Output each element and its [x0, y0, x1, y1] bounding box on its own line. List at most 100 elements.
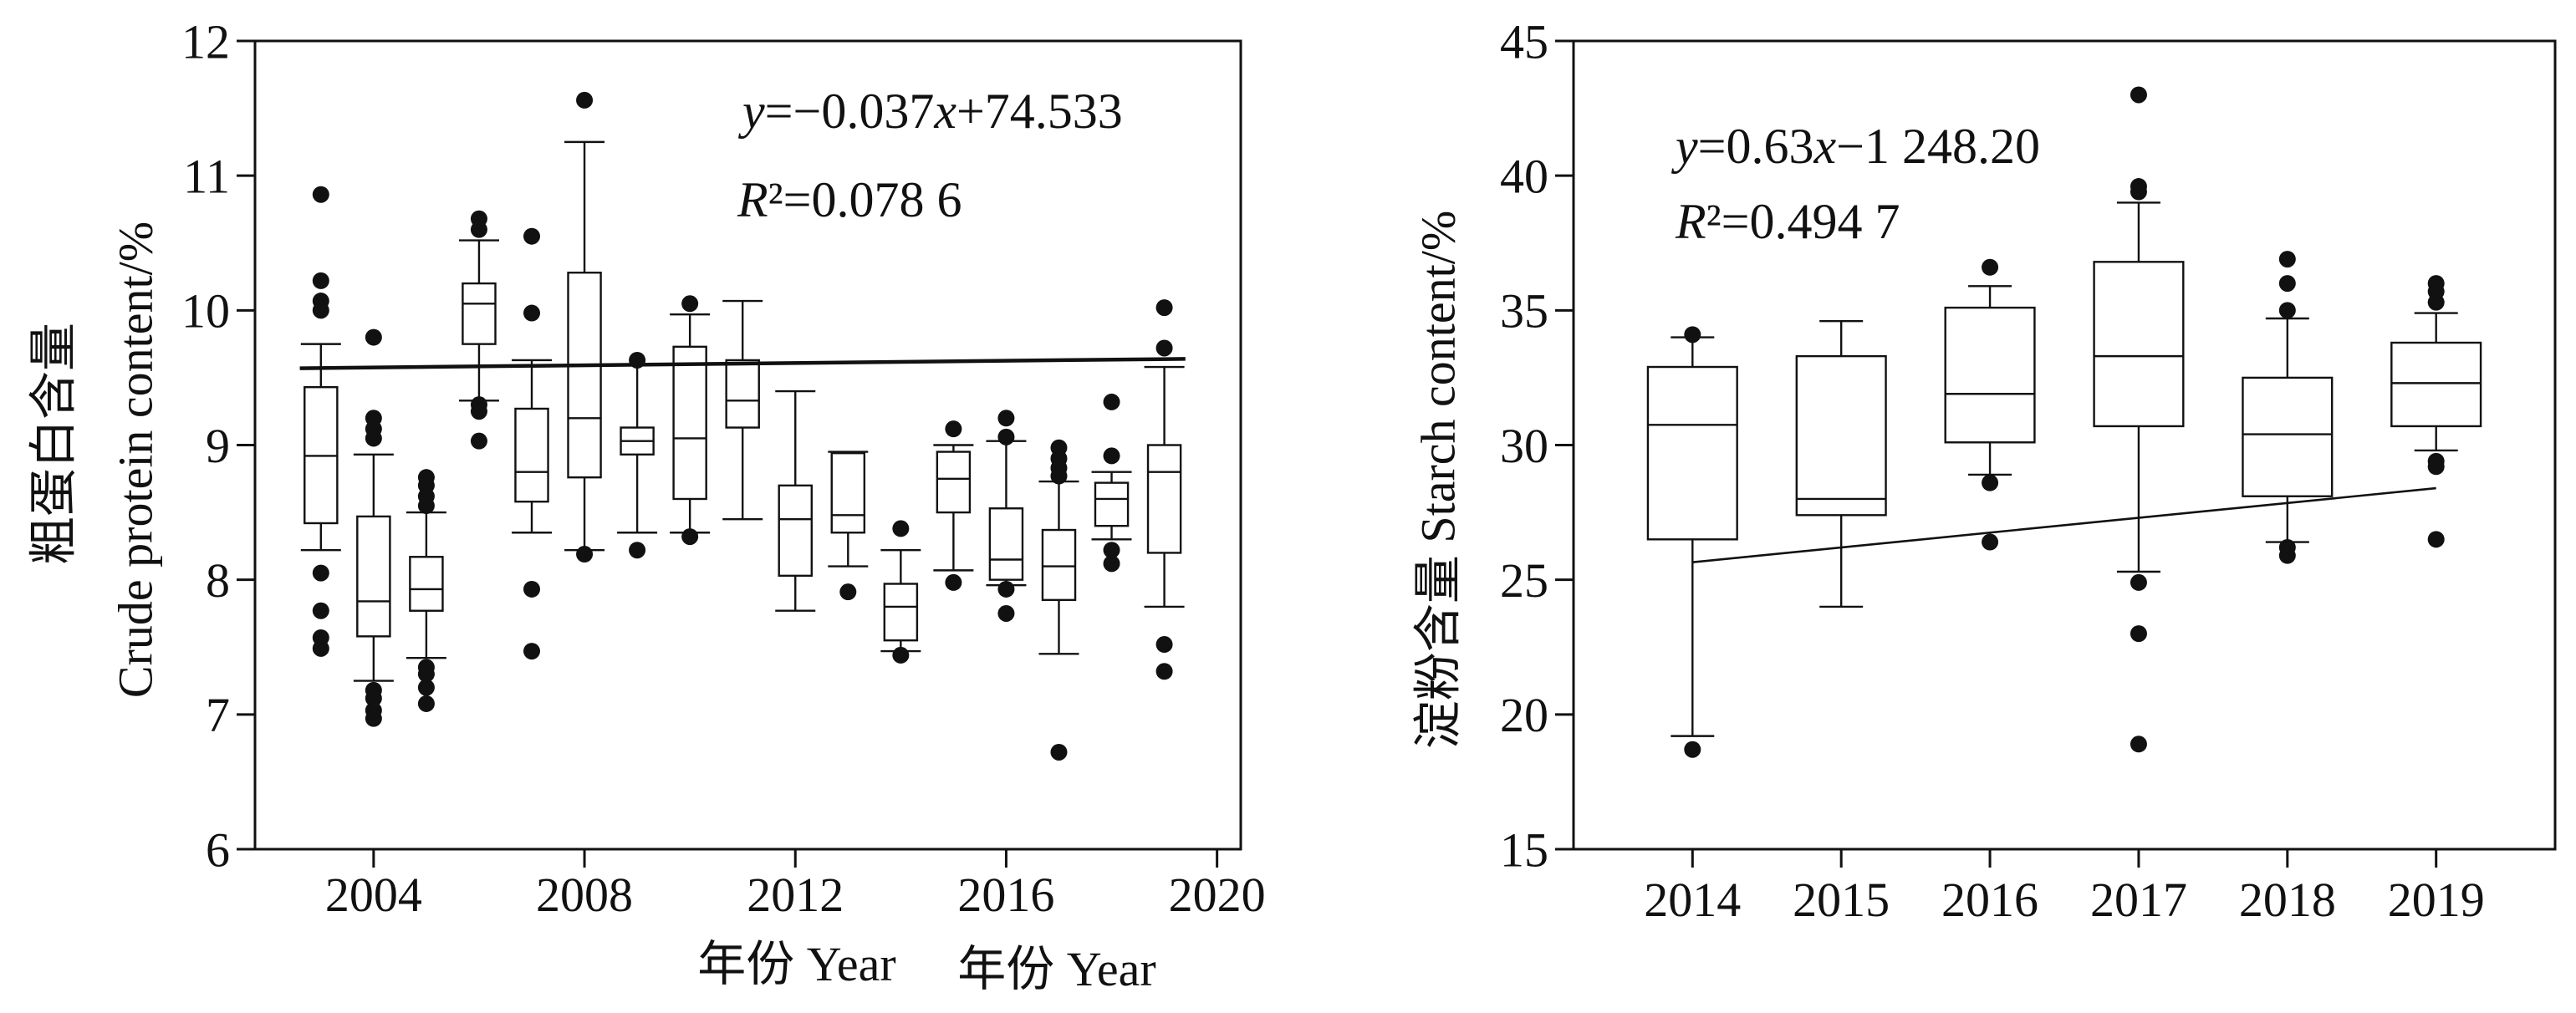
interquartile-box	[778, 484, 813, 578]
outlier-point	[312, 602, 329, 619]
box-2017	[2093, 86, 2185, 753]
outlier-point	[997, 410, 1015, 427]
outlier-point	[523, 227, 541, 245]
plot-area: 15 20 25 30 35 40 45 2014 2015 2016 2017 2018 2019	[1500, 14, 2557, 927]
box-2004	[353, 328, 394, 727]
y-axis-label: 淀粉含量 Starch content/%	[1410, 211, 1465, 749]
interquartile-box	[1795, 354, 1887, 517]
outlier-point	[892, 646, 910, 664]
x-tick-label: 2020	[1169, 868, 1266, 922]
equation-variable: R	[737, 172, 768, 227]
interquartile-box	[883, 583, 919, 642]
starch-box-plot: 15 20 25 30 35 40 45 2014 2015 2016 2017 2018 2019 y…	[957, 14, 2557, 996]
x-tick-label: 2018	[2239, 873, 2336, 927]
regression-line	[1692, 486, 2436, 564]
outlier-point	[1155, 663, 1173, 680]
outlier-point	[312, 186, 329, 203]
box-2018	[1091, 393, 1132, 573]
x-axis-label: 年份 Year	[697, 937, 895, 991]
interquartile-box	[1146, 444, 1182, 554]
outlier-point	[1050, 467, 1068, 485]
outlier-point	[312, 302, 329, 319]
outlier-point	[2278, 275, 2296, 293]
x-tick-label: 2017	[2090, 873, 2187, 927]
box-2015	[933, 420, 974, 591]
outlier-point	[1684, 741, 1701, 758]
equation-text: −1 248.20	[1836, 119, 2040, 174]
outlier-point	[997, 580, 1015, 598]
equation-variable: y	[737, 84, 765, 139]
interquartile-box	[988, 507, 1024, 581]
regression-equation: y=−0.037x+74.533	[737, 84, 1123, 139]
regression-equation: y=0.63x−1 248.20	[1671, 119, 2040, 174]
outlier-point	[629, 542, 646, 559]
box-2011	[722, 299, 763, 521]
outlier-point	[1155, 636, 1173, 654]
outlier-point	[312, 272, 329, 289]
outlier-point	[1982, 258, 1999, 276]
outlier-point	[892, 520, 910, 537]
outlier-point	[1982, 533, 1999, 551]
x-axis-label: 年份 Year	[957, 942, 1155, 996]
outlier-point	[997, 604, 1015, 622]
plot-frame	[1572, 39, 2557, 851]
x-tick-label: 2019	[2388, 873, 2485, 927]
x-tick-label: 2004	[325, 868, 422, 922]
interquartile-box	[409, 556, 444, 612]
outlier-point	[470, 403, 487, 420]
x-tick-label: 2016	[1941, 873, 2038, 927]
outlier-point	[523, 643, 541, 660]
outlier-point	[2427, 293, 2445, 311]
box-2016	[1944, 258, 2036, 551]
equation-text: =−0.037	[765, 84, 935, 139]
outlier-point	[1050, 743, 1068, 761]
outlier-point	[576, 546, 594, 563]
interquartile-box	[2390, 341, 2482, 428]
interquartile-box	[1646, 365, 1738, 541]
box-2016	[986, 410, 1027, 622]
interquartile-box	[2093, 261, 2185, 428]
box-2010	[670, 295, 711, 546]
y-tick-label: 7	[206, 688, 230, 742]
outlier-point	[365, 690, 382, 707]
box-2009	[617, 351, 658, 559]
outlier-point	[681, 528, 699, 546]
interquartile-box	[356, 515, 391, 638]
outlier-point	[523, 580, 541, 598]
outlier-point	[1103, 555, 1120, 573]
interquartile-box	[1041, 528, 1077, 602]
outlier-point	[629, 351, 646, 369]
r-squared-label: R²=0.078 6	[737, 172, 962, 227]
outlier-point	[312, 564, 329, 582]
outlier-point	[681, 295, 699, 313]
plot-frame	[253, 39, 1242, 851]
equation-text: ²=0.078 6	[768, 172, 962, 227]
box-2006	[458, 210, 499, 450]
r-squared-label: R²=0.494 7	[1675, 194, 1900, 249]
outlier-point	[365, 328, 382, 346]
y-tick-label: 15	[1500, 822, 1548, 877]
box-2015	[1795, 320, 1887, 608]
x-tick-label: 2016	[957, 868, 1054, 922]
outlier-point	[1155, 299, 1173, 317]
outlier-point	[365, 430, 382, 447]
y-tick-label: 30	[1500, 419, 1548, 473]
interquartile-box	[2242, 376, 2334, 497]
equation-variable: R	[1675, 194, 1706, 249]
interquartile-box	[462, 282, 497, 345]
box-2008	[564, 91, 605, 563]
outlier-point	[2427, 531, 2445, 548]
outlier-point	[2278, 251, 2296, 268]
box-2014	[880, 520, 921, 664]
x-tick-label: 2012	[747, 868, 844, 922]
outlier-point	[839, 583, 857, 601]
outlier-point	[417, 679, 435, 696]
y-tick-label: 35	[1500, 284, 1548, 339]
outlier-point	[417, 695, 435, 712]
box-2017	[1038, 439, 1079, 761]
y-tick-label: 25	[1500, 553, 1548, 608]
y-tick-label: 8	[206, 553, 230, 608]
outlier-point	[417, 665, 435, 683]
crude-protein-box-plot: 6 7 8 9 10 11 12 2004 2008 2012 2016 2020 y=−0.037x…	[26, 14, 1265, 991]
